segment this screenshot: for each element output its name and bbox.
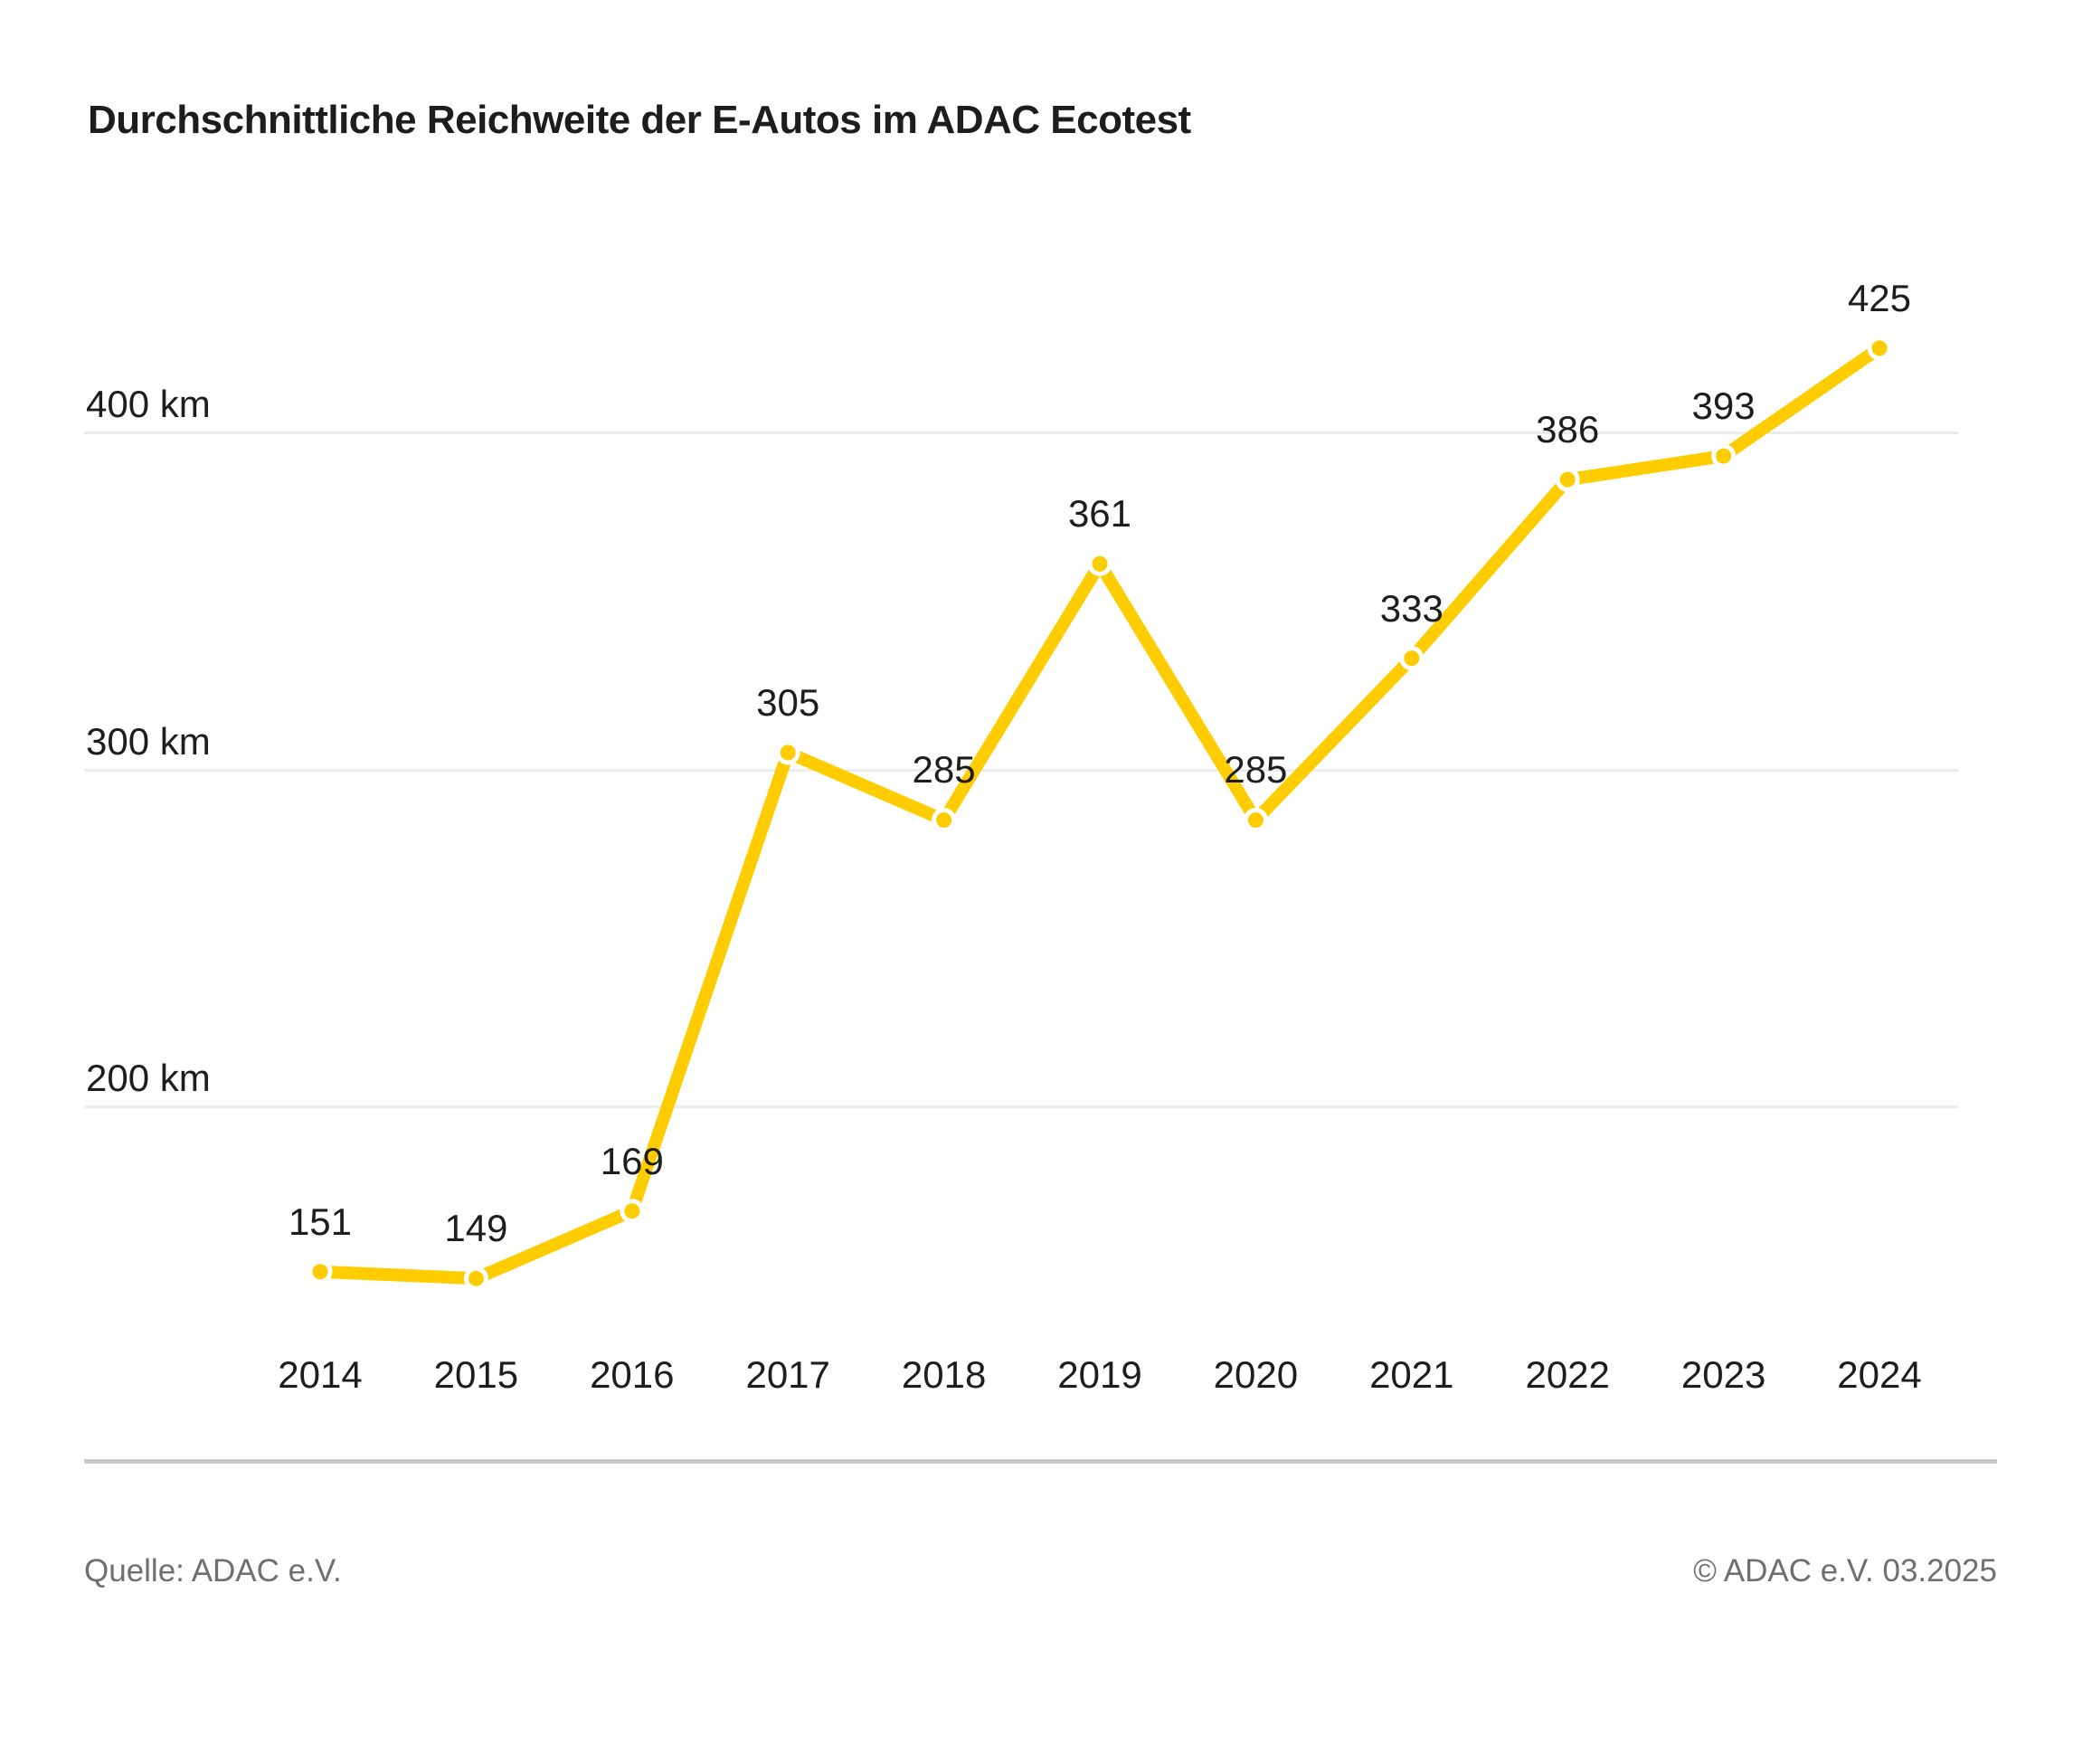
data-point-2019 bbox=[1087, 551, 1112, 576]
x-axis-label-2017: 2017 bbox=[745, 1353, 830, 1396]
data-point-2020 bbox=[1243, 807, 1268, 832]
x-axis-label-2023: 2023 bbox=[1680, 1353, 1766, 1396]
x-axis-label-2016: 2016 bbox=[590, 1353, 675, 1396]
value-label-2024: 425 bbox=[1847, 276, 1912, 319]
footer-divider bbox=[84, 1459, 1997, 1464]
data-point-2015 bbox=[463, 1266, 488, 1291]
x-axis-label-2024: 2024 bbox=[1837, 1353, 1922, 1396]
value-label-2017: 305 bbox=[756, 680, 820, 724]
data-point-2024 bbox=[1867, 336, 1892, 361]
data-point-2016 bbox=[620, 1199, 645, 1224]
source-note: Quelle: ADAC e.V. bbox=[84, 1553, 342, 1589]
value-label-2022: 386 bbox=[1536, 408, 1600, 451]
gridline bbox=[84, 1105, 1958, 1109]
data-point-2017 bbox=[775, 740, 800, 765]
y-axis-tick-label: 300 km bbox=[86, 719, 211, 763]
x-axis-label-2022: 2022 bbox=[1525, 1353, 1610, 1396]
x-axis-label-2018: 2018 bbox=[901, 1353, 987, 1396]
data-point-2018 bbox=[932, 807, 957, 832]
data-point-2014 bbox=[308, 1259, 333, 1285]
value-label-2023: 393 bbox=[1691, 384, 1756, 428]
x-axis-label-2015: 2015 bbox=[433, 1353, 519, 1396]
chart-title: Durchschnittliche Reichweite der E-Autos… bbox=[88, 98, 1191, 142]
data-point-2022 bbox=[1555, 467, 1580, 492]
copyright-note: © ADAC e.V. 03.2025 bbox=[1693, 1553, 1997, 1589]
value-label-2015: 149 bbox=[444, 1207, 508, 1250]
value-label-2020: 285 bbox=[1224, 748, 1288, 792]
gridline bbox=[84, 432, 1958, 434]
x-axis-label-2019: 2019 bbox=[1057, 1353, 1142, 1396]
x-axis-label-2020: 2020 bbox=[1213, 1353, 1299, 1396]
y-axis-tick-label: 400 km bbox=[86, 383, 211, 425]
value-label-2016: 169 bbox=[600, 1139, 664, 1182]
value-label-2019: 361 bbox=[1067, 492, 1132, 536]
y-axis-tick-label: 200 km bbox=[86, 1057, 211, 1100]
data-point-2021 bbox=[1399, 646, 1425, 671]
value-label-2014: 151 bbox=[288, 1200, 353, 1243]
x-axis-label-2021: 2021 bbox=[1369, 1353, 1454, 1396]
gridline bbox=[84, 768, 1958, 772]
value-label-2021: 333 bbox=[1379, 586, 1444, 630]
data-point-2023 bbox=[1711, 443, 1737, 469]
x-axis-label-2014: 2014 bbox=[278, 1353, 363, 1396]
value-label-2018: 285 bbox=[912, 748, 976, 792]
